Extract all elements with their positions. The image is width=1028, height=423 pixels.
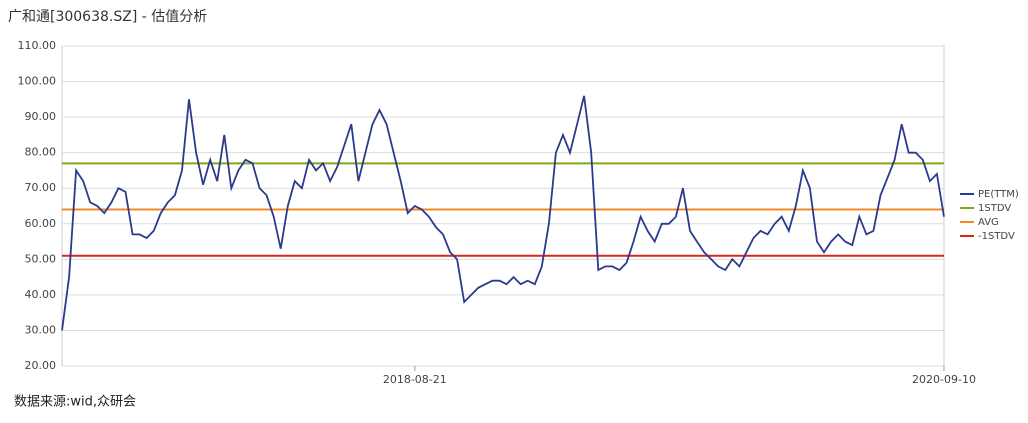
y-tick-label: 100.00 xyxy=(18,75,57,88)
y-tick-label: 40.00 xyxy=(25,288,57,301)
legend-label: 1STDV xyxy=(978,203,1011,214)
legend-label: PE(TTM) xyxy=(978,189,1019,200)
y-tick-label: 60.00 xyxy=(25,217,57,230)
y-tick-label: 80.00 xyxy=(25,146,57,159)
chart-title: 广和通[300638.SZ] - 估值分析 xyxy=(8,9,207,25)
plot-area xyxy=(61,45,945,367)
y-tick-label: 30.00 xyxy=(25,323,57,336)
legend-label: AVG xyxy=(978,217,999,228)
y-tick-label: 110.00 xyxy=(18,39,57,52)
y-tick-label: 70.00 xyxy=(25,181,57,194)
y-tick-label: 20.00 xyxy=(25,359,57,372)
y-tick-label: 90.00 xyxy=(25,110,57,123)
x-tick-label: 2020-09-10 xyxy=(912,373,976,386)
legend-label: -1STDV xyxy=(978,231,1015,242)
x-tick-label: 2018-08-21 xyxy=(383,373,447,386)
source-note: 数据来源:wid,众研会 xyxy=(14,395,136,410)
series-line xyxy=(61,95,945,331)
y-tick-label: 50.00 xyxy=(25,252,57,265)
